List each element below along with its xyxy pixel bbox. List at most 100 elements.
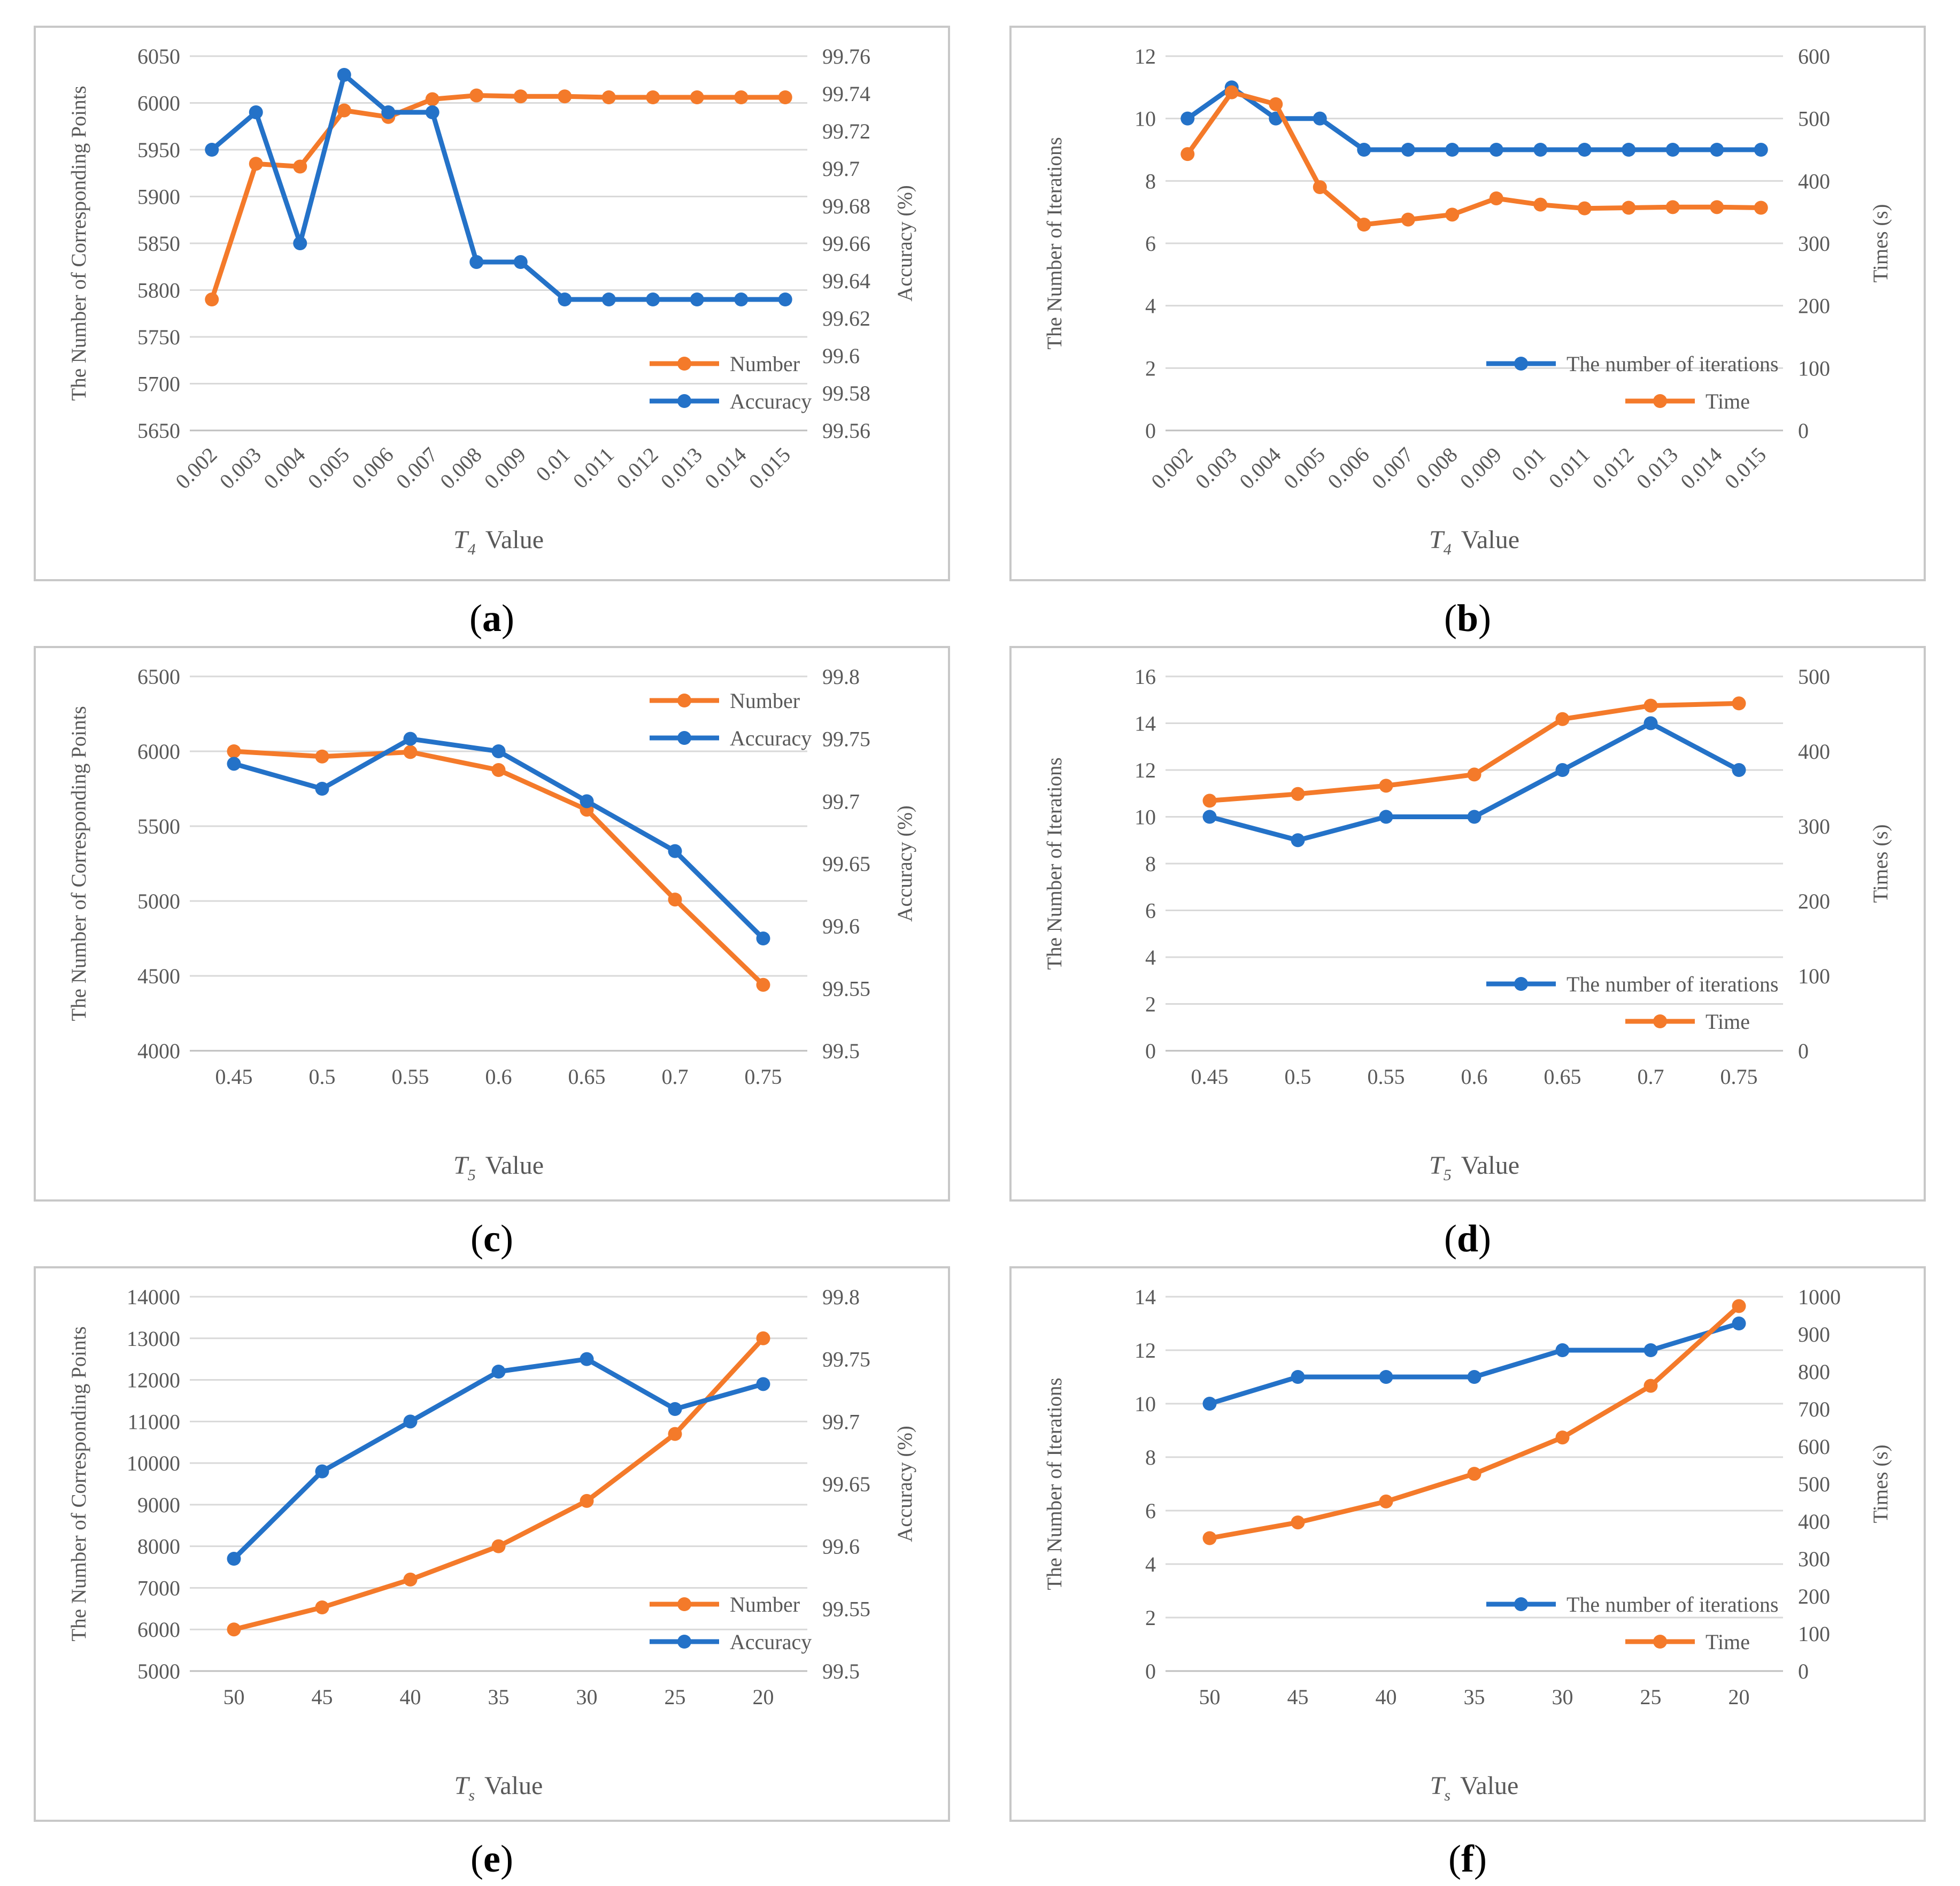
y2-tick-label: 0	[1798, 1659, 1809, 1683]
y-tick-label: 4	[1145, 945, 1156, 969]
x-axis-word: Value	[1461, 1151, 1519, 1180]
y2-tick-label: 99.8	[822, 665, 860, 689]
chart-frame	[34, 1266, 950, 1822]
data-point-blue	[1379, 810, 1393, 824]
y2-tick-label: 99.58	[822, 381, 870, 405]
x-tick-label: 0.6	[485, 1065, 512, 1089]
data-point-orange	[1577, 201, 1592, 215]
x-axis-symbol: T	[1429, 1151, 1445, 1180]
x-tick-label: 25	[1640, 1685, 1662, 1709]
data-point-orange	[1180, 147, 1195, 161]
data-point-blue	[227, 1552, 241, 1566]
data-point-blue	[1754, 143, 1768, 157]
y2-tick-label: 99.5	[822, 1039, 860, 1063]
data-point-orange	[668, 1427, 682, 1441]
data-point-orange	[1379, 1494, 1393, 1508]
data-point-blue	[513, 255, 528, 269]
chart-panel-c: 4000 4500 5000 5500 6000 6500 99.5 99.55 99.6 99.…	[34, 646, 950, 1260]
y-tick-label: 10000	[127, 1451, 180, 1475]
y-tick-label: 5500	[137, 814, 180, 838]
y2-tick-label: 300	[1798, 232, 1830, 256]
y-tick-label: 13000	[127, 1327, 180, 1351]
data-point-orange	[315, 749, 329, 764]
data-point-blue	[1467, 810, 1481, 824]
x-axis-symbol: T	[1429, 526, 1445, 554]
caption-close: )	[501, 597, 514, 640]
y2-tick-label: 500	[1798, 665, 1830, 689]
caption-open: (	[1444, 1217, 1457, 1260]
caption-close: )	[500, 1217, 513, 1260]
y2-tick-label: 200	[1798, 889, 1830, 913]
data-point-orange	[293, 159, 307, 174]
y2-axis-title: Times (s)	[1869, 204, 1892, 282]
y2-tick-label: 400	[1798, 740, 1830, 764]
x-axis-word: Value	[1461, 526, 1519, 554]
y2-tick-label: 400	[1798, 1510, 1830, 1534]
legend-marker-orange	[677, 694, 691, 707]
x-axis-word: Value	[484, 1772, 543, 1800]
y-tick-label: 14000	[127, 1285, 180, 1309]
y-tick-label: 12000	[127, 1368, 180, 1392]
data-point-orange	[1555, 1430, 1570, 1445]
data-point-blue	[1732, 1317, 1746, 1330]
x-axis-subscript: 5	[1444, 1166, 1452, 1184]
y-tick-label: 7000	[137, 1576, 180, 1600]
x-axis-subscript: s	[1444, 1787, 1450, 1804]
y-axis-title: The Number of Iterations	[1043, 137, 1066, 349]
data-point-blue	[425, 105, 439, 119]
legend-label: Accuracy	[730, 726, 812, 750]
y2-tick-label: 100	[1798, 356, 1830, 380]
data-point-orange	[315, 1600, 329, 1614]
y2-tick-label: 700	[1798, 1397, 1830, 1421]
y-axis-title: The Number of Iterations	[1043, 1377, 1066, 1590]
data-point-blue	[337, 68, 351, 82]
y-tick-label: 4	[1145, 1552, 1156, 1576]
y-tick-label: 5900	[137, 185, 180, 209]
y-tick-label: 2	[1145, 992, 1156, 1017]
data-point-orange	[646, 90, 660, 104]
y-tick-label: 6	[1145, 1499, 1156, 1523]
x-tick-label: 20	[1728, 1685, 1750, 1709]
data-point-blue	[756, 932, 770, 945]
x-axis-subscript: 4	[468, 541, 476, 558]
legend-label: Accuracy	[730, 1630, 812, 1654]
y2-tick-label: 300	[1798, 1547, 1830, 1571]
y2-tick-label: 0	[1798, 1039, 1809, 1063]
y2-tick-label: 600	[1798, 1435, 1830, 1459]
legend-marker-blue	[1514, 357, 1528, 371]
y2-axis-title: Accuracy (%)	[893, 185, 916, 302]
y2-axis-title: Times (s)	[1869, 1444, 1892, 1523]
y2-tick-label: 200	[1798, 1584, 1830, 1608]
data-point-blue	[580, 794, 594, 809]
caption-close: )	[1474, 1837, 1487, 1880]
y-tick-label: 5000	[137, 889, 180, 913]
data-point-orange	[1665, 200, 1680, 214]
chart-panel-a: 5650 5700 5750 5800 5850 5900 5950 6000 6050 99.5…	[34, 26, 950, 640]
series-line-orange	[209, 93, 788, 302]
data-point-blue	[1622, 143, 1636, 157]
data-point-blue	[249, 105, 263, 119]
legend-label: Number	[730, 1592, 800, 1616]
data-point-orange	[227, 744, 241, 758]
data-point-orange	[1754, 201, 1768, 215]
data-point-orange	[601, 90, 616, 104]
x-axis-title: T5 Value	[453, 1151, 544, 1184]
y2-tick-label: 99.68	[822, 194, 870, 218]
y2-tick-label: 99.6	[822, 914, 860, 938]
y2-tick-label: 99.8	[822, 1285, 860, 1309]
x-axis-word: Value	[485, 526, 544, 554]
y2-tick-label: 99.65	[822, 852, 870, 876]
data-point-blue	[1180, 111, 1195, 126]
x-tick-label: 45	[1287, 1685, 1309, 1709]
y-tick-label: 6500	[137, 665, 180, 689]
data-point-blue	[293, 236, 307, 250]
y-axis-title: The Number of Iterations	[1043, 757, 1066, 969]
caption-open: (	[1448, 1837, 1461, 1880]
panel-caption: (d)	[1444, 1217, 1491, 1260]
y-tick-label: 2	[1145, 356, 1156, 380]
panel-caption: (f)	[1448, 1837, 1487, 1880]
data-point-blue	[381, 105, 396, 119]
legend-marker-blue	[677, 394, 691, 408]
x-tick-label: 0.5	[309, 1065, 336, 1089]
data-point-orange	[425, 92, 439, 106]
